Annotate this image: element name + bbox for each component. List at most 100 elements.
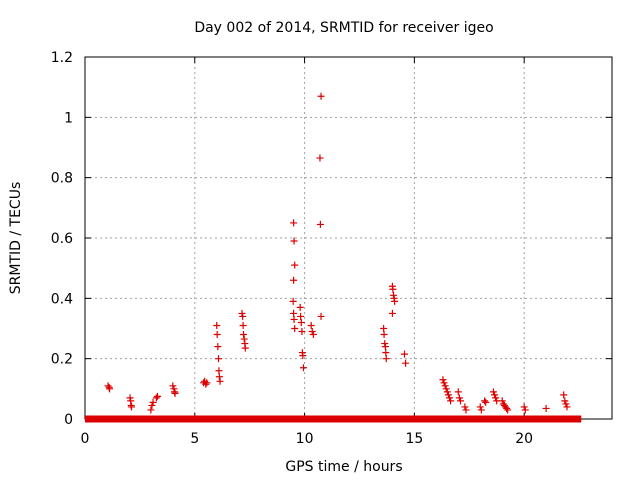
grid-lines (85, 57, 612, 419)
data-point (481, 397, 489, 405)
data-point (291, 325, 299, 332)
data-point (241, 344, 249, 352)
data-point (152, 394, 160, 402)
data-point (290, 276, 298, 284)
data-point (382, 355, 390, 363)
data-point (444, 391, 452, 399)
data-point (106, 385, 114, 393)
data-point (290, 219, 298, 227)
data-point (239, 321, 247, 329)
data-point (148, 401, 156, 409)
x-axis-label: GPS time / hours (285, 459, 402, 475)
y-tick-label: 0.4 (51, 291, 73, 307)
data-point (498, 397, 506, 405)
data-point (389, 285, 397, 293)
data-point (561, 397, 569, 405)
data-point (381, 343, 389, 351)
data-point (316, 220, 324, 228)
data-point (477, 406, 485, 414)
x-tick-label: 0 (81, 431, 90, 447)
y-tick-label: 1 (64, 110, 73, 126)
data-point (128, 403, 136, 411)
data-point (308, 328, 316, 336)
data-point (149, 398, 157, 406)
data-point (542, 404, 550, 412)
data-point (439, 376, 447, 384)
data-point (381, 340, 389, 348)
data-point (296, 303, 304, 311)
data-point (382, 349, 390, 357)
data-point (153, 392, 161, 400)
x-axis: 0 5 10 15 20 (81, 57, 533, 447)
data-point (290, 315, 298, 323)
data-point (239, 312, 247, 320)
data-point (309, 331, 317, 339)
data-point (461, 403, 469, 411)
data-point (215, 373, 223, 381)
data-point (104, 382, 112, 390)
data-point (290, 309, 298, 317)
data-point (446, 394, 454, 402)
x-tick-label: 15 (405, 431, 423, 447)
data-point (213, 321, 221, 329)
data-point (169, 382, 177, 390)
data-point (299, 364, 307, 372)
data-point (504, 406, 512, 414)
data-point (442, 385, 450, 393)
data-point (443, 388, 451, 396)
data-point (240, 331, 248, 339)
data-point (562, 400, 570, 408)
data-point (215, 355, 223, 363)
data-point (462, 406, 470, 414)
data-point (520, 403, 528, 411)
data-point (316, 154, 324, 162)
data-point (126, 394, 134, 402)
chart-title: Day 002 of 2014, SRMTID for receiver ige… (194, 20, 493, 36)
data-point (476, 403, 484, 411)
y-tick-label: 0 (64, 412, 73, 428)
data-point (380, 325, 388, 332)
data-point (299, 352, 307, 360)
data-point (503, 404, 511, 412)
y-tick-label: 1.2 (51, 50, 73, 66)
data-point (390, 291, 398, 299)
data-point (147, 406, 155, 414)
x-tick-label: 10 (296, 431, 314, 447)
data-point (240, 335, 248, 343)
data-point (213, 331, 221, 339)
data-point (307, 321, 315, 329)
data-point (400, 350, 408, 358)
data-point (170, 385, 178, 393)
data-point (388, 309, 396, 317)
data-point (491, 391, 499, 399)
data-point (492, 394, 500, 402)
data-point (203, 379, 211, 387)
data-point (298, 328, 306, 336)
data-point (447, 397, 455, 405)
x-tick-label: 20 (515, 431, 533, 447)
plot-frame (84, 56, 613, 420)
data-point (297, 318, 305, 326)
y-tick-label: 0.2 (51, 352, 73, 368)
data-series (85, 92, 582, 423)
data-point (563, 403, 571, 411)
data-point (171, 389, 179, 397)
data-point (441, 382, 449, 390)
y-axis: 0 0.2 0.4 0.6 0.8 1 1.2 (51, 50, 612, 428)
data-point (291, 261, 299, 269)
y-axis-label: SRMTID / TECUs (8, 182, 24, 295)
data-point (215, 367, 223, 375)
data-point (297, 312, 305, 320)
data-point (455, 394, 463, 402)
y-tick-label: 0.6 (51, 231, 73, 247)
data-point (238, 309, 246, 317)
data-point (202, 380, 210, 388)
data-point (440, 379, 448, 387)
y-tick-label: 0.8 (51, 171, 73, 187)
data-point (289, 297, 297, 305)
data-point (391, 297, 399, 305)
data-point (290, 237, 298, 245)
data-point (317, 312, 325, 320)
data-point (489, 388, 497, 396)
